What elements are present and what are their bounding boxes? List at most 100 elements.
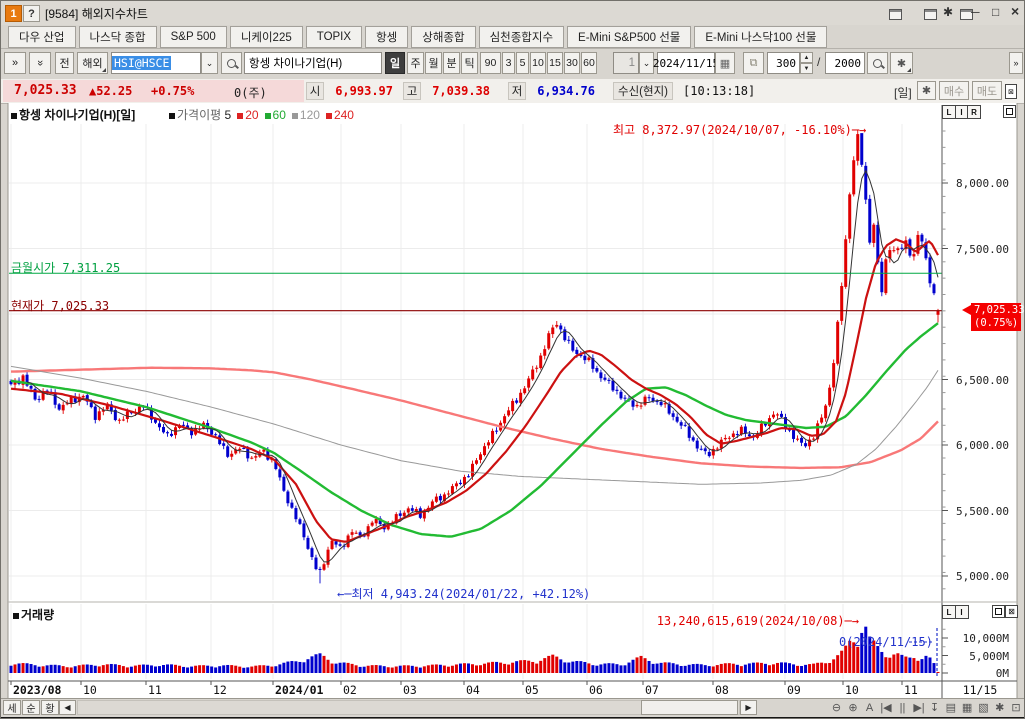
pause-icon[interactable]: || — [899, 702, 906, 714]
sell-button[interactable]: 매도 — [972, 81, 1002, 100]
tab-2[interactable]: S&P 500 — [159, 25, 227, 48]
close-button[interactable]: × — [1011, 3, 1020, 19]
volume-title: 거래량 — [13, 606, 54, 623]
symbol-input[interactable]: HSI@HSCE — [111, 52, 201, 74]
tab-7[interactable]: 심천종합지수 — [478, 25, 565, 48]
spinner-down-icon[interactable]: ▼ — [800, 63, 813, 74]
x-label-2024/01: 2024/01 — [275, 683, 324, 697]
price-label-5500: 5,500.00 — [956, 505, 1009, 518]
duplicate-window-icon[interactable] — [924, 9, 938, 20]
toolbar-overflow-button[interactable]: » — [1009, 52, 1023, 74]
quote-settings-button[interactable]: ✱ — [917, 81, 936, 100]
status-filter-순[interactable]: 순 — [22, 700, 40, 715]
font-icon[interactable]: A — [865, 702, 874, 714]
scrollbar-track[interactable] — [77, 700, 740, 715]
volume-label-5000: 5,000M — [969, 650, 1009, 663]
volume-pane-button-I[interactable]: I — [954, 605, 969, 619]
tools-icon[interactable]: ✱ — [995, 702, 1005, 714]
tab-6[interactable]: 상해종합 — [411, 25, 476, 48]
series-bullet — [13, 613, 19, 619]
new-window-icon[interactable] — [889, 9, 902, 20]
minimize-button[interactable]: ─ — [971, 5, 980, 19]
chart-link-button[interactable]: ⧉ — [743, 52, 764, 74]
tab-8[interactable]: E-Mini S&P500 선물 — [567, 25, 692, 48]
scroll-left-button[interactable]: ◀ — [59, 700, 76, 715]
period-button-일[interactable]: 일 — [385, 52, 405, 74]
x-label-06: 06 — [589, 683, 603, 697]
help-button[interactable]: ? — [23, 5, 40, 22]
annotation-monthly-open: 금월시가 7,311.25 — [11, 261, 121, 275]
zoom-range-button[interactable] — [867, 52, 888, 74]
first-icon[interactable]: |◀ — [880, 702, 892, 714]
tab-4[interactable]: TOPIX — [305, 25, 363, 48]
scrollbar-thumb[interactable] — [641, 700, 738, 715]
low-label: 저 — [508, 82, 526, 100]
bars-spinner[interactable]: ▲ ▼ — [800, 52, 813, 74]
series-bullet — [11, 113, 17, 119]
interval-button-15[interactable]: 15 — [547, 52, 563, 74]
interval-button-3[interactable]: 3 — [502, 52, 515, 74]
last-icon[interactable]: ▶| — [913, 702, 925, 714]
table-icon[interactable]: ▦ — [961, 702, 973, 714]
calendar-button[interactable]: ▦ — [715, 52, 735, 74]
volume-restore-icon[interactable] — [992, 605, 1005, 618]
zoom-out-icon[interactable]: ⊖ — [831, 702, 842, 714]
pane-maximize-icon[interactable] — [1003, 105, 1016, 118]
expand-left-button[interactable]: » — [4, 52, 26, 74]
all-markets-button[interactable]: 전 — [55, 52, 74, 74]
interval-button-5[interactable]: 5 — [516, 52, 529, 74]
volume-label-0: 0M — [995, 667, 1009, 680]
tab-1[interactable]: 나스닥 종합 — [78, 25, 157, 48]
status-filter-황[interactable]: 황 — [41, 700, 59, 715]
x-label-2023/08: 2023/08 — [13, 683, 62, 697]
maximize-button[interactable]: □ — [992, 5, 1000, 19]
scroll-right-button[interactable]: ▶ — [740, 700, 757, 715]
tab-9[interactable]: E-Mini 나스닥100 선물 — [694, 25, 828, 48]
period-button-월[interactable]: 월 — [425, 52, 442, 74]
index-tab-bar: 다우 산업 나스닥 종합 S&P 500 니케이225 TOPIX 항셍 상해종합 심천종합지… — [1, 25, 1024, 49]
main-pane-button-R[interactable]: R — [967, 105, 981, 119]
save-icon[interactable]: ▤ — [945, 702, 956, 714]
ma-120-swatch — [291, 113, 298, 119]
interval-button-90[interactable]: 90 — [480, 52, 501, 74]
symbol-search-button[interactable] — [221, 52, 242, 74]
badge-price: 7,025.33 — [974, 304, 1025, 316]
date-input[interactable]: 2024/11/15 — [653, 52, 719, 74]
interval-button-60[interactable]: 60 — [581, 52, 597, 74]
count-dropdown-button[interactable]: ⌄ — [639, 52, 654, 74]
interval-button-30[interactable]: 30 — [564, 52, 580, 74]
mini-chart-icon[interactable]: ▧ — [978, 702, 989, 714]
period-button-분[interactable]: 분 — [443, 52, 460, 74]
symbol-dropdown-button[interactable]: ⌄ — [201, 52, 218, 74]
period-button-주[interactable]: 주 — [407, 52, 424, 74]
ma-legend-label: 가격이평 — [177, 108, 225, 122]
total-bars-input[interactable]: 2000 — [825, 52, 865, 74]
bars-count-input[interactable]: 300 — [767, 52, 800, 74]
ma-legend: 가격이평 5 20 60 120 240 — [169, 106, 354, 123]
overseas-button[interactable]: 해외 — [77, 52, 108, 74]
ma-5-label: 5 — [224, 108, 232, 122]
popup-icon[interactable]: ⊠ — [1005, 84, 1017, 99]
tab-5[interactable]: 항셍 — [365, 25, 409, 48]
window-settings-icon[interactable]: ✱ — [943, 5, 954, 19]
status-filter-세[interactable]: 세 — [3, 700, 21, 715]
chart-title: 항셍 차이나기업(H)[일] — [11, 106, 135, 123]
export-icon[interactable]: ↧ — [929, 702, 940, 714]
count-select[interactable]: 1 — [613, 52, 639, 74]
annotation-max-volume: 13,240,615,619(2024/10/08)─→ — [656, 614, 859, 628]
tab-3[interactable]: 니케이225 — [229, 25, 303, 48]
tab-0[interactable]: 다우 산업 — [8, 25, 76, 48]
x-label-10: 10 — [83, 683, 97, 697]
chart-settings-button[interactable]: ✱ — [890, 52, 913, 74]
mode-label: [일] — [894, 86, 912, 100]
volume-close-icon[interactable]: ⊠ — [1005, 605, 1018, 618]
period-button-틱[interactable]: 틱 — [461, 52, 478, 74]
interval-button-10[interactable]: 10 — [530, 52, 546, 74]
buy-button[interactable]: 매수 — [939, 81, 969, 100]
volume-label-10000: 10,000M — [962, 632, 1009, 645]
capture-icon[interactable] — [959, 9, 973, 20]
zoom-in-icon[interactable]: ⊕ — [848, 702, 858, 714]
fullscreen-icon[interactable]: ⊡ — [1011, 702, 1021, 714]
ma-20-label: 20 — [245, 108, 259, 122]
spinner-up-icon[interactable]: ▲ — [800, 52, 813, 63]
